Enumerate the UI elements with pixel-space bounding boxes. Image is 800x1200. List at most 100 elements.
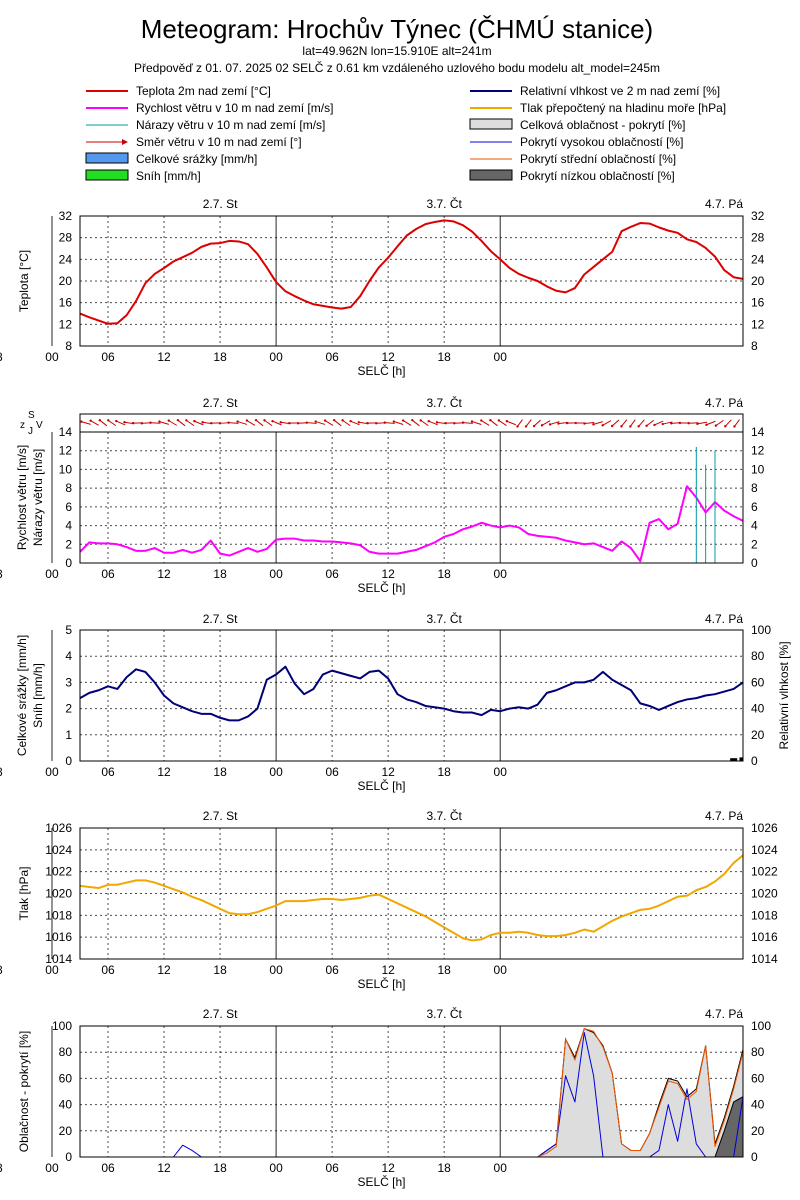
y-tick-label: 32 <box>59 209 73 223</box>
y-tick-label-right: 12 <box>751 444 765 458</box>
x-tick-label: 18 <box>438 765 452 779</box>
x-tick-label: 00 <box>45 765 59 779</box>
wind-arrow <box>236 420 248 425</box>
wind-arrow <box>497 419 507 427</box>
y-tick-label-right: 100 <box>751 623 771 637</box>
wind-arrow <box>696 421 708 426</box>
x-tick-label: 18 <box>213 963 227 977</box>
legend-item-right-5: Pokrytí nízkou oblačností [%] <box>469 169 675 183</box>
y-tick-label: 2 <box>65 537 72 551</box>
chart-panel-1: 0612180006121800061218008121620242832812… <box>0 196 765 378</box>
y-tick-label: 1014 <box>45 952 72 966</box>
y-tick-label: 20 <box>59 274 73 288</box>
y-tick-label: 4 <box>65 649 72 663</box>
legend-label: Teplota 2m nad zemí [°C] <box>136 84 271 98</box>
legend-label: Celková oblačnost - pokrytí [%] <box>520 118 685 132</box>
series-line <box>537 1028 743 1157</box>
plot-frame <box>79 431 744 564</box>
chart-panels: 0612180006121800061218008121620242832812… <box>0 196 791 1189</box>
legend-label: Sníh [mm/h] <box>136 169 201 183</box>
y-tick-label: 40 <box>59 1098 73 1112</box>
legend-label: Tlak přepočtený na hladinu moře [hPa] <box>520 101 726 115</box>
x-tick-label: 06 <box>325 1161 339 1175</box>
y-tick-label-right: 20 <box>751 1124 765 1138</box>
y-tick-label-right: 40 <box>751 1098 765 1112</box>
y-axis-label-2: Nárazy větru [m/s] <box>31 449 45 546</box>
y-tick-label-right: 4 <box>751 519 758 533</box>
y-tick-label-right: 1022 <box>751 865 778 879</box>
x-tick-label: 00 <box>269 567 283 581</box>
wind-arrow <box>637 419 645 428</box>
wind-arrow <box>524 419 532 428</box>
legend-item-left-0: Teplota 2m nad zemí [°C] <box>86 84 271 98</box>
series-line <box>80 219 743 325</box>
legend-label: Pokrytí vysokou oblačností [%] <box>520 135 683 149</box>
wind-arrow <box>263 419 273 427</box>
chart-panel-5: 0612180006121800061218000204060801000204… <box>0 1006 771 1189</box>
y-axis-label: Oblačnost - pokrytí [%] <box>17 1031 31 1152</box>
forecast-info: Předpověď z 01. 07. 2025 02 SELČ z 0.61 … <box>134 60 660 75</box>
wind-arrow <box>653 420 664 427</box>
y-tick-label-right: 0 <box>751 1150 758 1164</box>
x-tick-label: 18 <box>0 765 3 779</box>
plot-frame <box>79 827 744 960</box>
legend-item-left-3: Směr větru v 10 m nad zemí [°] <box>86 135 302 149</box>
x-tick-label: 12 <box>381 1161 395 1175</box>
plot-frame <box>79 629 744 762</box>
plot-area <box>80 446 743 563</box>
wind-arrow <box>314 420 326 425</box>
wind-arrow <box>383 421 395 424</box>
y-tick-label-right: 1026 <box>751 821 778 835</box>
day-label: 4.7. Pá <box>705 809 743 823</box>
x-tick-label: 00 <box>494 1161 508 1175</box>
y-tick-label: 0 <box>65 556 72 570</box>
wind-arrow <box>470 420 482 425</box>
wind-arrow <box>167 419 178 426</box>
y-axis-label-2: Sníh [mm/h] <box>31 663 45 728</box>
y-axis-label: Tlak [hPa] <box>17 866 31 920</box>
wind-arrow <box>80 420 91 425</box>
y-tick-label: 1026 <box>45 821 72 835</box>
y-tick-label: 1 <box>65 728 72 742</box>
legend-label: Rychlost větru v 10 m nad zemí [m/s] <box>136 101 333 115</box>
day-label: 3.7. Čt <box>427 395 463 410</box>
wind-arrow <box>176 418 186 427</box>
y-tick-label: 12 <box>59 444 73 458</box>
x-tick-label: 06 <box>101 350 115 364</box>
wind-dir-label-w: z <box>20 420 25 431</box>
x-tick-label: 00 <box>269 350 283 364</box>
day-label: 3.7. Čt <box>427 196 463 211</box>
wind-arrow <box>714 419 724 427</box>
y-tick-label-right: 12 <box>751 317 765 331</box>
day-label: 4.7. Pá <box>705 612 743 626</box>
legend-item-left-2: Nárazy větru v 10 m nad zemí [m/s] <box>86 118 325 132</box>
y-tick-label: 24 <box>59 252 73 266</box>
series-line <box>80 854 743 942</box>
y-axis-label: Celkové srážky [mm/h] <box>15 635 29 756</box>
y-tick-label-right: 0 <box>751 754 758 768</box>
wind-arrow <box>323 419 334 426</box>
x-tick-label: 00 <box>269 765 283 779</box>
plot-area <box>172 1027 743 1157</box>
x-axis-label: SELČ [h] <box>357 976 405 991</box>
day-label: 4.7. Pá <box>705 396 743 410</box>
plot-area <box>80 665 743 761</box>
wind-arrow <box>107 419 117 427</box>
wind-arrow <box>185 419 195 427</box>
wind-arrow <box>489 418 498 427</box>
x-tick-label: 12 <box>381 350 395 364</box>
x-tick-label: 18 <box>213 567 227 581</box>
y-tick-label: 60 <box>59 1071 73 1085</box>
x-tick-label: 18 <box>213 1161 227 1175</box>
wind-arrow <box>548 421 560 426</box>
wind-arrow <box>610 419 620 428</box>
x-tick-label: 18 <box>0 350 3 364</box>
y-tick-label: 0 <box>65 1150 72 1164</box>
wind-arrow <box>245 419 256 426</box>
x-tick-label: 00 <box>269 1161 283 1175</box>
x-tick-label: 00 <box>45 350 59 364</box>
day-label: 2.7. St <box>203 1007 238 1021</box>
x-tick-label: 00 <box>494 567 508 581</box>
x-tick-label: 06 <box>325 963 339 977</box>
y-tick-label-right: 8 <box>751 481 758 495</box>
